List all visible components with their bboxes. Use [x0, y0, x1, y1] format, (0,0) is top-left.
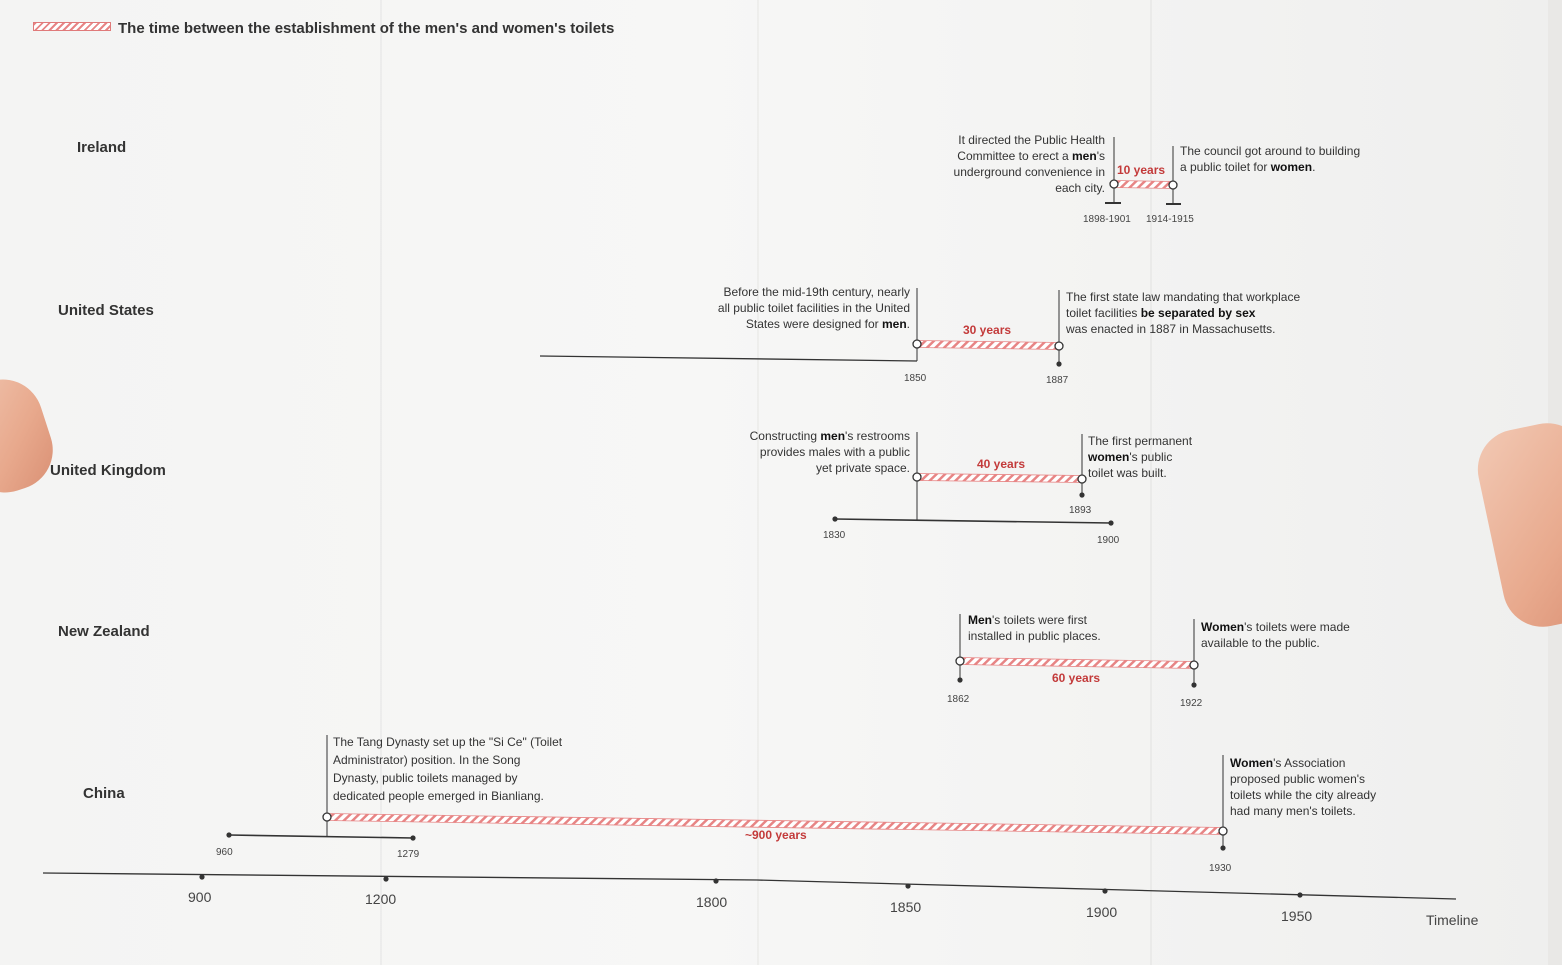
- ireland-gap-label: 10 years: [1117, 163, 1166, 177]
- nz-gap-bar: [959, 657, 1195, 669]
- china-range-start: 960: [216, 847, 233, 858]
- axis-tick-1950: 1950: [1281, 908, 1313, 924]
- nz-women-marker: [1189, 660, 1199, 670]
- axis-tick-1850: 1850: [890, 899, 922, 915]
- country-united-states: United States: [58, 302, 154, 319]
- us-women-marker: [1054, 341, 1064, 351]
- china-men-marker: [322, 812, 332, 822]
- china-women-note: Women's Association proposed public wome…: [1230, 756, 1377, 818]
- nz-year-men: 1862: [947, 694, 970, 705]
- country-new-zealand: New Zealand: [58, 623, 150, 640]
- uk-period-line: [834, 518, 1112, 524]
- china-period-end-dot: [410, 835, 416, 841]
- nz-gap-label: 60 years: [1052, 671, 1101, 685]
- china-year-women: 1930: [1209, 863, 1232, 874]
- uk-period-start-dot: [832, 516, 838, 522]
- nz-men-year-dot: [957, 677, 963, 683]
- nz-men-marker: [955, 656, 965, 666]
- china-women-year-dot: [1220, 845, 1226, 851]
- us-women-year-dot: [1056, 361, 1062, 367]
- us-gap-bar: [916, 340, 1060, 350]
- china-period-start-dot: [226, 832, 232, 838]
- uk-period-end-dot: [1108, 520, 1114, 526]
- uk-gap-label: 40 years: [977, 457, 1026, 471]
- china-range-end: 1279: [397, 849, 420, 860]
- us-lead-line: [539, 355, 918, 362]
- country-ireland: Ireland: [77, 139, 127, 156]
- ireland-men-marker: [1109, 179, 1119, 189]
- us-men-note: Before the mid-19th century, nearly all …: [717, 285, 910, 331]
- axis-tick-900: 900: [188, 889, 212, 905]
- axis-tick-dot-0: [199, 874, 205, 880]
- uk-women-note: The first permanent women's public toile…: [1088, 434, 1193, 480]
- nz-men-note: Men's toilets were first installed in pu…: [968, 613, 1101, 643]
- ireland-year-women: 1914-1915: [1146, 214, 1194, 225]
- uk-range-start: 1830: [823, 530, 846, 541]
- us-year-men: 1850: [904, 373, 927, 384]
- uk-men-note: Constructing men's restrooms provides ma…: [749, 429, 910, 475]
- uk-men-marker: [912, 472, 922, 482]
- axis-tick-1900: 1900: [1086, 904, 1118, 920]
- uk-year-women: 1893: [1069, 505, 1092, 516]
- legend-gap-swatch: [33, 22, 111, 31]
- axis-tick-dot-1: [383, 876, 389, 882]
- uk-women-year-dot: [1079, 492, 1085, 498]
- axis-tick-dot-3: [905, 883, 911, 889]
- us-men-marker: [912, 339, 922, 349]
- axis-tick-1800: 1800: [696, 894, 728, 910]
- axis-tick-1200: 1200: [365, 891, 397, 907]
- us-year-women: 1887: [1046, 375, 1069, 386]
- nz-women-year-dot: [1191, 682, 1197, 688]
- ireland-women-marker: [1168, 180, 1178, 190]
- us-gap-label: 30 years: [963, 323, 1012, 337]
- axis-tick-dot-4: [1102, 888, 1108, 894]
- axis-tick-dot-5: [1297, 892, 1303, 898]
- axis-label: Timeline: [1426, 912, 1479, 928]
- china-gap-label: ~900 years: [745, 828, 807, 842]
- uk-women-marker: [1077, 474, 1087, 484]
- china-period-line: [228, 834, 414, 839]
- legend-label: The time between the establishment of th…: [118, 20, 615, 37]
- uk-range-end: 1900: [1097, 535, 1120, 546]
- ireland-women-note: The council got around to building a pub…: [1180, 144, 1361, 174]
- china-women-marker: [1218, 826, 1228, 836]
- ireland-gap-bar: [1113, 180, 1174, 189]
- country-united-kingdom: United Kingdom: [50, 462, 166, 479]
- nz-women-note: Women's toilets were made available to t…: [1201, 620, 1350, 650]
- timeline-axis: [42, 872, 1457, 900]
- ireland-men-note: It directed the Public Health Committee …: [953, 133, 1105, 195]
- ireland-year-men: 1898-1901: [1083, 214, 1131, 225]
- uk-gap-bar: [916, 473, 1083, 483]
- country-china: China: [83, 785, 125, 802]
- nz-year-women: 1922: [1180, 698, 1203, 709]
- us-women-note: The first state law mandating that workp…: [1066, 290, 1301, 336]
- china-men-note: The Tang Dynasty set up the "Si Ce" (Toi…: [333, 735, 563, 803]
- axis-tick-dot-2: [713, 878, 719, 884]
